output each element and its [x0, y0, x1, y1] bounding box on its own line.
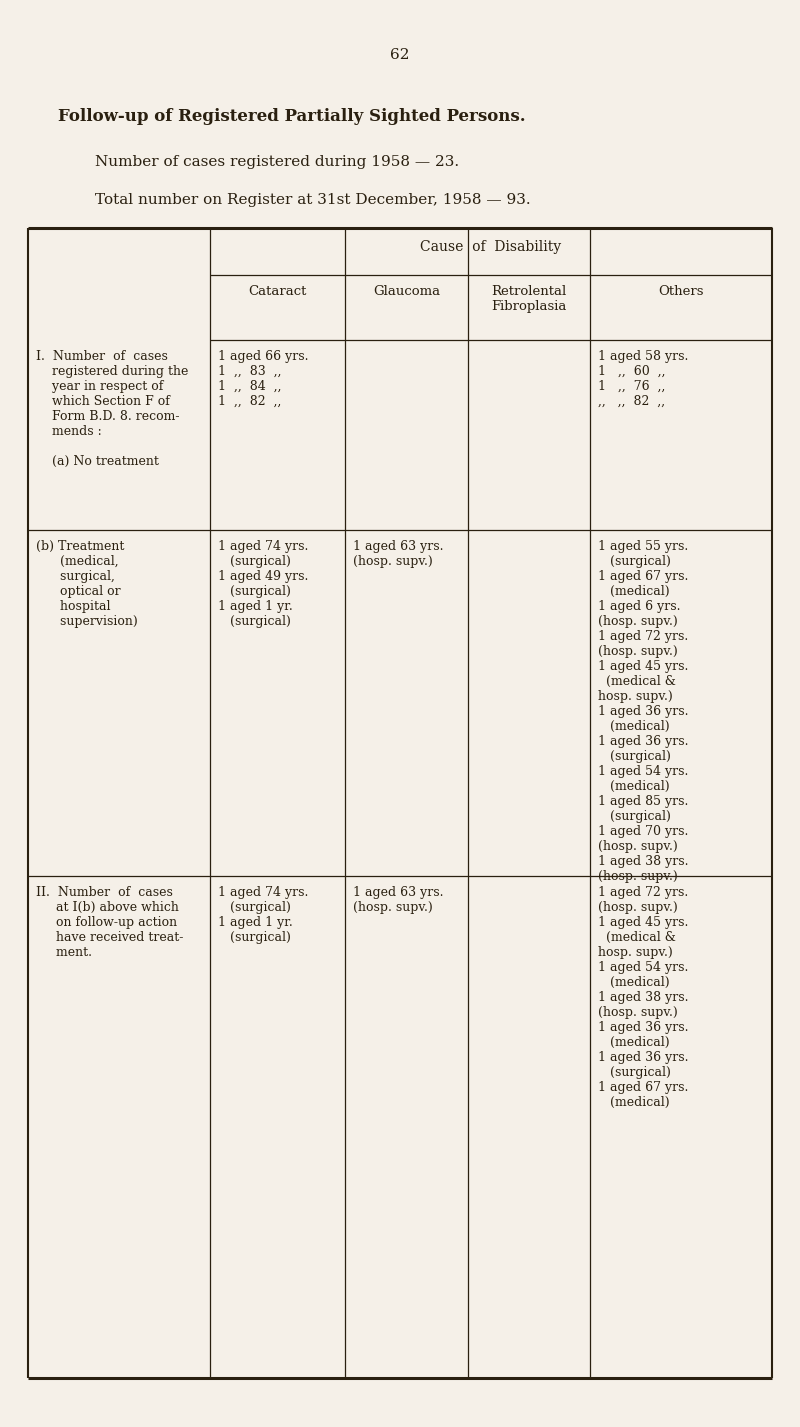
Text: 1 aged 58 yrs.
1   ,,  60  ,,
1   ,,  76  ,,
,,   ,,  82  ,,: 1 aged 58 yrs. 1 ,, 60 ,, 1 ,, 76 ,, ,, …	[598, 350, 688, 408]
Text: Retrolental
Fibroplasia: Retrolental Fibroplasia	[491, 285, 566, 313]
Text: 1 aged 63 yrs.
(hosp. supv.): 1 aged 63 yrs. (hosp. supv.)	[353, 539, 443, 568]
Text: (b) Treatment
      (medical,
      surgical,
      optical or
      hospital
  : (b) Treatment (medical, surgical, optica…	[36, 539, 138, 628]
Text: 1 aged 66 yrs.
1  ,,  83  ,,
1  ,,  84  ,,
1  ,,  82  ,,: 1 aged 66 yrs. 1 ,, 83 ,, 1 ,, 84 ,, 1 ,…	[218, 350, 309, 408]
Text: Follow-up of Registered Partially Sighted Persons.: Follow-up of Registered Partially Sighte…	[58, 108, 526, 126]
Text: 1 aged 74 yrs.
   (surgical)
1 aged 1 yr.
   (surgical): 1 aged 74 yrs. (surgical) 1 aged 1 yr. (…	[218, 886, 308, 945]
Text: Cause  of  Disability: Cause of Disability	[421, 240, 562, 254]
Text: 62: 62	[390, 49, 410, 61]
Text: Glaucoma: Glaucoma	[373, 285, 440, 298]
Text: Others: Others	[658, 285, 704, 298]
Text: II.  Number  of  cases
     at I(b) above which
     on follow-up action
     ha: II. Number of cases at I(b) above which …	[36, 886, 183, 959]
Text: Total number on Register at 31st December, 1958 — 93.: Total number on Register at 31st Decembe…	[95, 193, 530, 207]
Text: 1 aged 55 yrs.
   (surgical)
1 aged 67 yrs.
   (medical)
1 aged 6 yrs.
(hosp. su: 1 aged 55 yrs. (surgical) 1 aged 67 yrs.…	[598, 539, 689, 883]
Text: Number of cases registered during 1958 — 23.: Number of cases registered during 1958 —…	[95, 156, 459, 168]
Text: 1 aged 63 yrs.
(hosp. supv.): 1 aged 63 yrs. (hosp. supv.)	[353, 886, 443, 915]
Text: I.  Number  of  cases
    registered during the
    year in respect of
    which: I. Number of cases registered during the…	[36, 350, 188, 468]
Text: 1 aged 74 yrs.
   (surgical)
1 aged 49 yrs.
   (surgical)
1 aged 1 yr.
   (surgi: 1 aged 74 yrs. (surgical) 1 aged 49 yrs.…	[218, 539, 308, 628]
Text: Cataract: Cataract	[248, 285, 306, 298]
Text: 1 aged 72 yrs.
(hosp. supv.)
1 aged 45 yrs.
  (medical &
hosp. supv.)
1 aged 54 : 1 aged 72 yrs. (hosp. supv.) 1 aged 45 y…	[598, 886, 689, 1109]
